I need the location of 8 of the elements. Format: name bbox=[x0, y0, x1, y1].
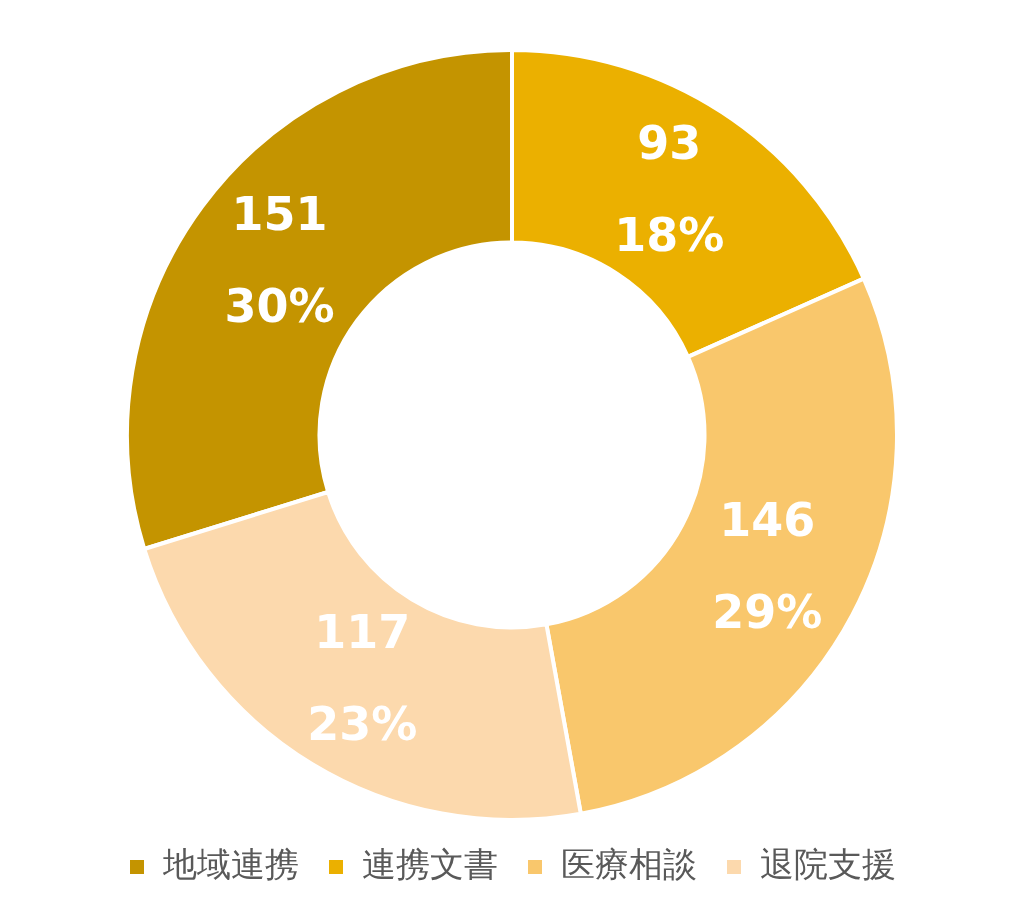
legend-label: 医療相談 bbox=[561, 843, 697, 884]
data-label: 117 23% bbox=[307, 604, 418, 751]
data-label: 146 29% bbox=[712, 492, 823, 639]
data-label: 151 30% bbox=[224, 186, 335, 333]
legend-label: 退院支援 bbox=[760, 843, 896, 884]
data-label: 93 18% bbox=[614, 115, 725, 262]
legend-label: 地域連携 bbox=[162, 843, 299, 884]
legend-label: 連携文書 bbox=[362, 843, 498, 884]
